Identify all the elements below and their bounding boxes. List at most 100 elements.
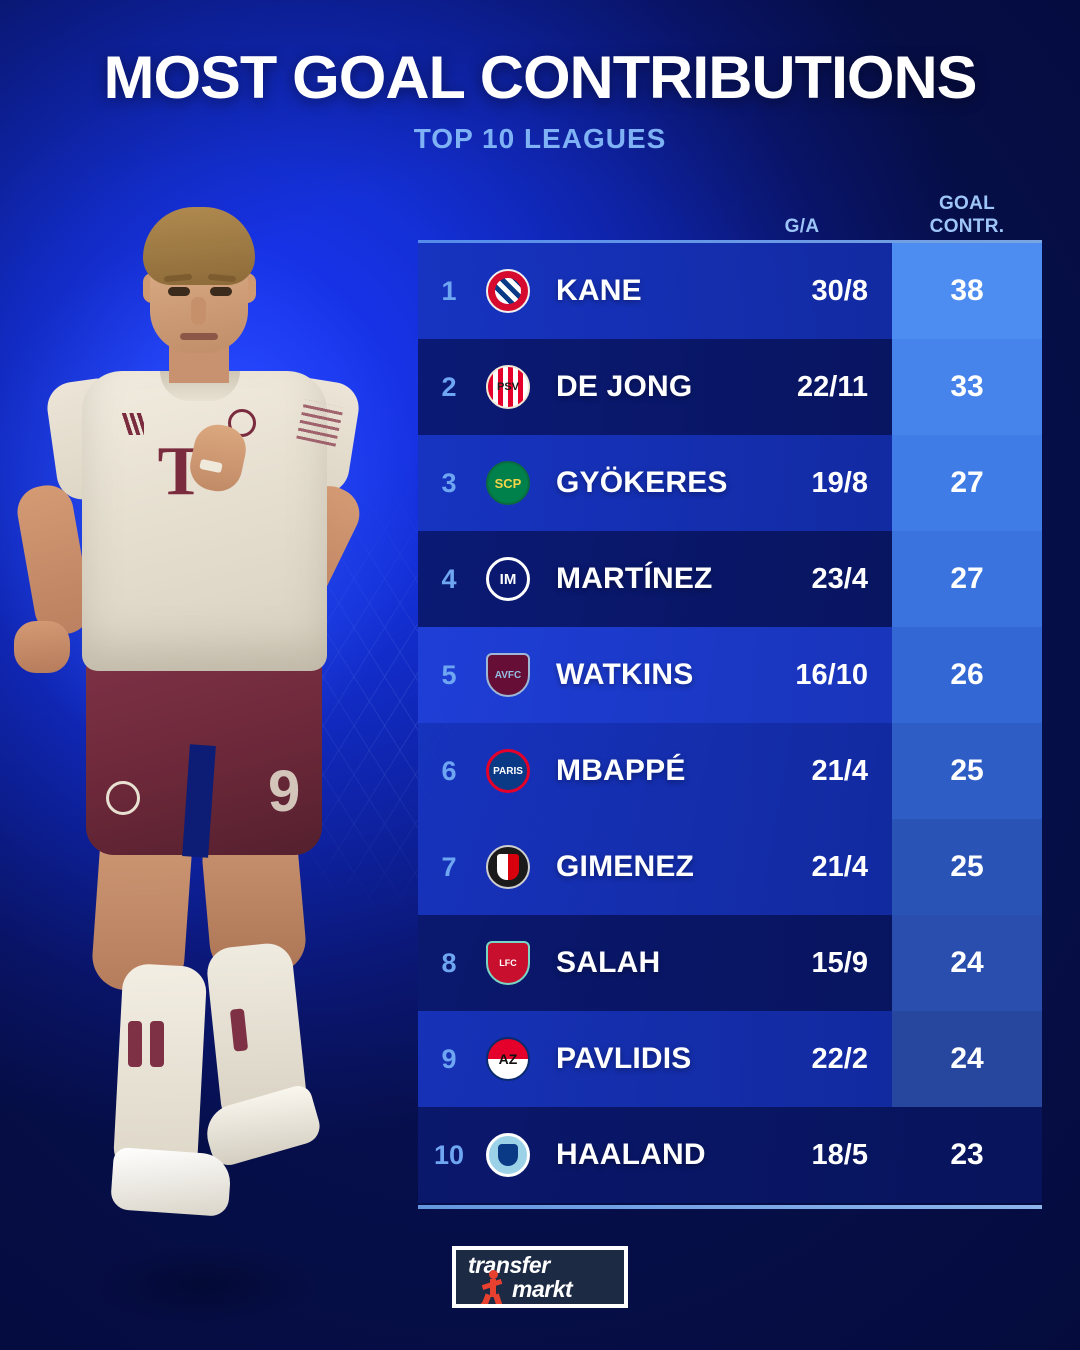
column-header-gc-line2: CONTR.: [929, 215, 1005, 237]
player-name: DE JONG: [556, 370, 693, 403]
figure-head: [489, 1270, 498, 1279]
sleeve-sponsor: [296, 399, 344, 447]
player-shorts-crest: [106, 781, 140, 815]
goal-contributions-value: 23: [950, 1138, 984, 1171]
player-sock-stripe-1: [128, 1021, 142, 1067]
page-subtitle: TOP 10 LEAGUES: [413, 123, 667, 154]
liverpool-crest-icon: LFC: [486, 941, 530, 985]
rank-value: 1: [441, 275, 457, 306]
table-row[interactable]: 10 HAALAND 18/5 23: [418, 1107, 1042, 1203]
figure-leg-2: [492, 1293, 504, 1304]
player-boot-left: [109, 1146, 233, 1218]
goal-contributions-value: 25: [892, 819, 1042, 915]
figure-ball: [480, 1302, 488, 1304]
ga-value: 16/10: [795, 658, 868, 691]
ga-value: 18/5: [811, 1138, 868, 1171]
ga-value: 21/4: [811, 850, 868, 883]
bayern-munich-crest-icon: [486, 269, 530, 313]
az-alkmaar-crest-icon: AZ: [486, 1037, 530, 1081]
player-mouth: [180, 333, 218, 340]
rank-value: 10: [433, 1139, 465, 1170]
club-badge: [480, 1133, 536, 1177]
goal-contributions-value: 38: [892, 243, 1042, 339]
header: MOST GOAL CONTRIBUTIONS TOP 10 LEAGUES: [0, 46, 1080, 155]
table-row[interactable]: 3 SCP GYÖKERES 19/8 27: [418, 435, 1042, 531]
figure-leg-1: [480, 1293, 492, 1304]
club-badge: IM: [480, 557, 536, 601]
player-eye-right: [210, 287, 232, 296]
player-name: WATKINS: [556, 658, 694, 691]
ga-value: 19/8: [811, 466, 868, 499]
transfermarkt-logo[interactable]: transfer markt: [452, 1246, 628, 1308]
table-row[interactable]: 8 LFC SALAH 15/9 24: [418, 915, 1042, 1011]
goal-contributions-value: 26: [892, 627, 1042, 723]
goal-contributions-value: 27: [892, 531, 1042, 627]
club-badge: [480, 845, 536, 889]
rank-value: 3: [441, 467, 457, 498]
club-badge: PARIS: [480, 749, 536, 793]
player-nose: [191, 297, 206, 325]
table-row[interactable]: 1 KANE 30/8 38: [418, 243, 1042, 339]
player-fist-left: [14, 621, 70, 673]
manchester-city-crest-icon: [486, 1133, 530, 1177]
sporting-cp-crest-icon: SCP: [486, 461, 530, 505]
column-header-goal-contributions: GOAL CONTR.: [892, 193, 1042, 238]
goal-contributions-value: 24: [892, 1011, 1042, 1107]
rank-value: 6: [441, 755, 457, 786]
player-sock-stripe-2: [150, 1021, 164, 1067]
ga-value: 22/2: [811, 1042, 868, 1075]
goal-contributions-value: 27: [892, 435, 1042, 531]
aston-villa-crest-icon: AVFC: [486, 653, 530, 697]
player-shadow: [40, 1225, 370, 1345]
club-badge: AVFC: [480, 653, 536, 697]
club-badge: AZ: [480, 1037, 536, 1081]
feyenoord-crest-icon: [486, 845, 530, 889]
club-badge: LFC: [480, 941, 536, 985]
table-top-divider: [418, 240, 1042, 243]
club-badge: SCP: [480, 461, 536, 505]
rank-value: 2: [441, 371, 457, 402]
rank-value: 7: [441, 851, 457, 882]
page-title: MOST GOAL CONTRIBUTIONS: [103, 44, 977, 111]
player-hair: [143, 207, 255, 285]
ga-value: 23/4: [811, 562, 868, 595]
rank-value: 5: [441, 659, 457, 690]
inter-milan-crest-icon: IM: [486, 557, 530, 601]
player-name: MBAPPÉ: [556, 754, 686, 787]
player-name: PAVLIDIS: [556, 1042, 692, 1075]
adidas-logo-icon: [110, 413, 144, 435]
table-row[interactable]: 4 IM MARTÍNEZ 23/4 27: [418, 531, 1042, 627]
table-row[interactable]: 5 AVFC WATKINS 16/10 26: [418, 627, 1042, 723]
ga-value: 22/11: [797, 370, 868, 403]
goal-contributions-value: 33: [892, 339, 1042, 435]
ga-value: 21/4: [811, 754, 868, 787]
player-name: MARTÍNEZ: [556, 562, 713, 595]
table-column-headers: G/A GOAL CONTR.: [418, 176, 1042, 240]
table-row[interactable]: 7 GIMENEZ 21/4 25: [418, 819, 1042, 915]
footballer-figure-icon: [480, 1270, 506, 1304]
rank-value: 9: [441, 1043, 457, 1074]
player-name: GIMENEZ: [556, 850, 695, 883]
goal-contributions-value: 25: [892, 723, 1042, 819]
goal-contributions-value: 24: [892, 915, 1042, 1011]
footer: transfer markt: [0, 1246, 1080, 1308]
player-boot-right: [200, 1082, 324, 1170]
figure-body: [490, 1279, 496, 1297]
psg-crest-icon: PARIS: [486, 749, 530, 793]
table-row[interactable]: 2 PSV DE JONG 22/11 33: [418, 339, 1042, 435]
ga-value: 15/9: [811, 946, 868, 979]
player-name: HAALAND: [556, 1138, 706, 1171]
psv-eindhoven-crest-icon: PSV: [486, 365, 530, 409]
player-shirt-number: 9: [268, 759, 301, 824]
ga-value: 30/8: [811, 274, 868, 307]
player-name: SALAH: [556, 946, 661, 979]
ranking-table: G/A GOAL CONTR. 1 KANE 30/8 38 2 PSV DE …: [418, 176, 1042, 1209]
rank-value: 8: [441, 947, 457, 978]
table-row[interactable]: 9 AZ PAVLIDIS 22/2 24: [418, 1011, 1042, 1107]
table-row[interactable]: 6 PARIS MBAPPÉ 21/4 25: [418, 723, 1042, 819]
player-sock-left: [112, 962, 208, 1178]
player-eye-left: [168, 287, 190, 296]
club-badge: [480, 269, 536, 313]
column-header-gc-line1: GOAL: [938, 193, 996, 215]
column-header-ga: G/A: [784, 215, 820, 237]
